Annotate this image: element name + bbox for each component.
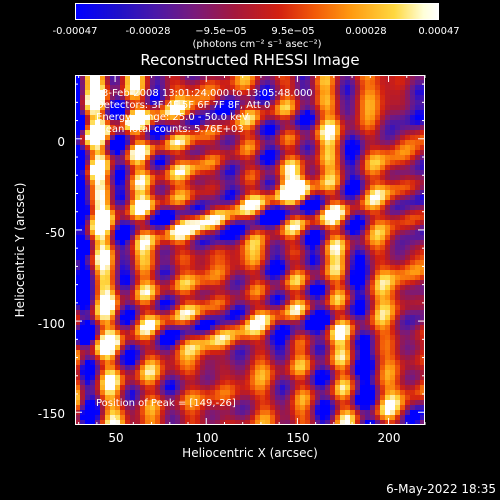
time-range-annotation: 3-Feb-2008 13:01:24.000 to 13:05:48.000 <box>102 88 313 99</box>
y-tick-label: 0 <box>57 135 65 149</box>
colorbar-tick-label: -0.00047 <box>52 26 98 37</box>
x-tick-label: 50 <box>108 431 124 445</box>
energy-annotation: Energy Range: 25.0 - 50.0 keV <box>96 112 249 123</box>
colorbar-tick-label: -0.00028 <box>125 26 171 37</box>
x-tick-label: 100 <box>195 431 219 445</box>
rhessi-image-panel <box>75 75 425 425</box>
detectors-annotation: Detectors: 3F 4F 5F 6F 7F 8F, Att 0 <box>96 100 271 111</box>
y-axis-label: Heliocentric Y (arcsec) <box>13 182 27 318</box>
x-axis-label: Heliocentric X (arcsec) <box>182 446 318 460</box>
x-tick-label: 200 <box>377 431 401 445</box>
clean-annotation: Clean Total counts: 5.76E+03 <box>96 124 244 135</box>
y-tick-label: -50 <box>45 226 65 240</box>
colorbar-tick-label: 0.00028 <box>345 26 387 37</box>
heatmap-image <box>75 75 425 425</box>
colorbar <box>75 3 439 20</box>
colorbar-tick-label: −9.5e−05 <box>195 26 247 37</box>
colorbar-tick-label: 9.5e−05 <box>271 26 315 37</box>
colorbar-tick-label: 0.00047 <box>418 26 460 37</box>
peak-position-annotation: Position of Peak = [149,-26] <box>96 398 236 409</box>
plot-title: Reconstructed RHESSI Image <box>140 51 360 69</box>
colorbar-unit: (photons cm⁻² s⁻¹ asec⁻²) <box>192 39 322 50</box>
y-tick-label: -100 <box>37 317 65 331</box>
footer-date: 6-May-2022 18:35 <box>386 482 496 496</box>
x-tick-label: 150 <box>286 431 310 445</box>
y-tick-label: -150 <box>37 407 65 421</box>
plot-frame <box>75 75 425 425</box>
